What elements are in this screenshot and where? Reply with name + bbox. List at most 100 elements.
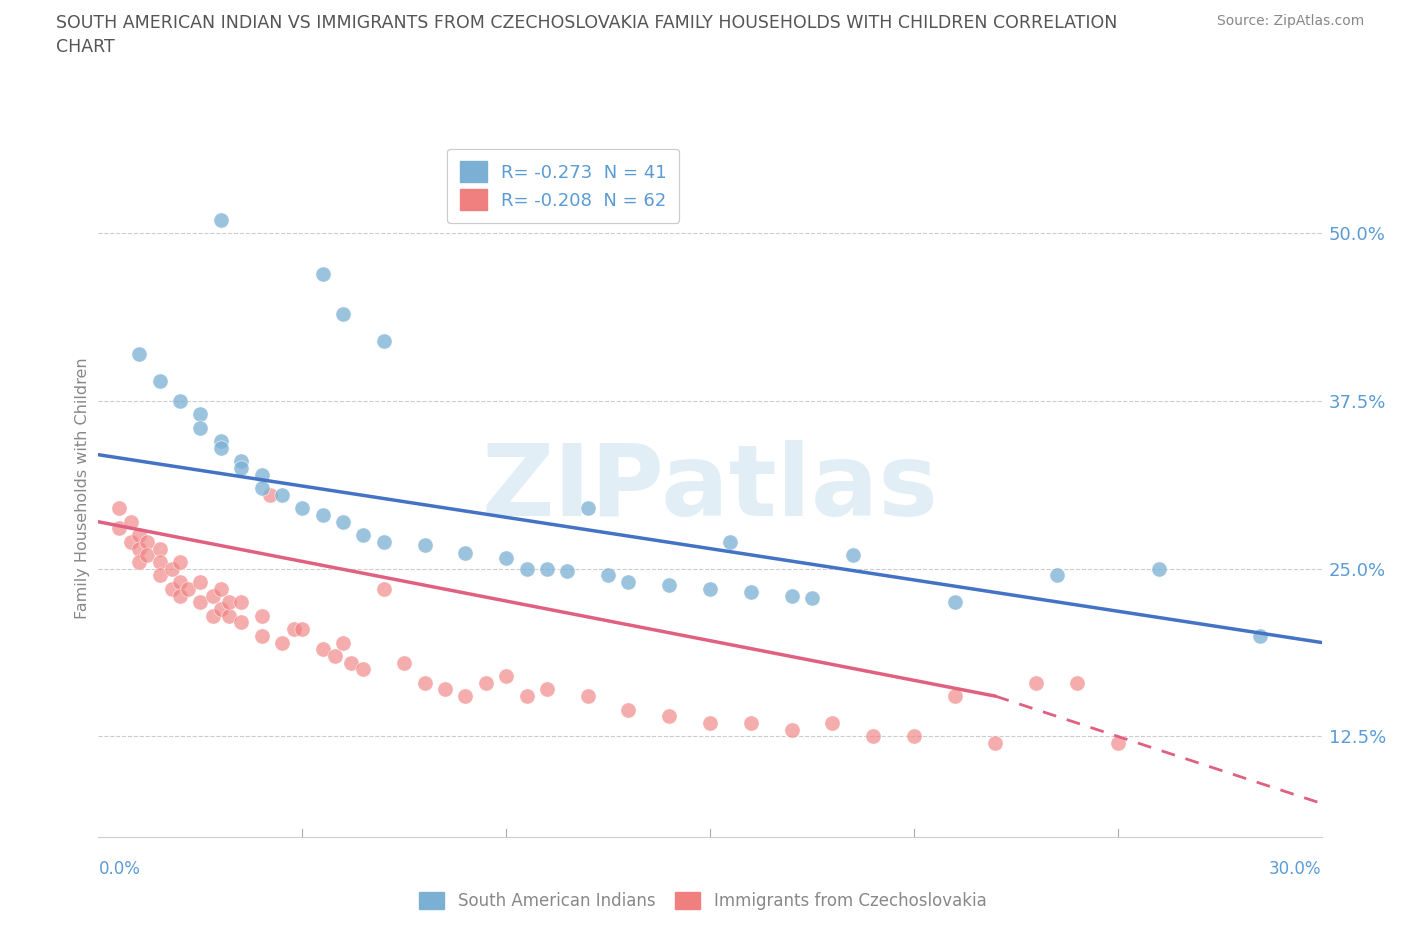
Point	[740, 584, 762, 599]
Point	[392, 655, 416, 670]
Point	[128, 347, 150, 362]
Point	[209, 213, 232, 228]
Point	[149, 541, 172, 556]
Point	[177, 581, 200, 596]
Point	[821, 715, 844, 730]
Point	[1147, 562, 1170, 577]
Text: 30.0%: 30.0%	[1270, 860, 1322, 878]
Point	[108, 501, 131, 516]
Point	[413, 538, 436, 552]
Point	[283, 621, 305, 636]
Legend: R= -0.273  N = 41, R= -0.208  N = 62: R= -0.273 N = 41, R= -0.208 N = 62	[447, 149, 679, 223]
Point	[128, 541, 150, 556]
Text: Source: ZipAtlas.com: Source: ZipAtlas.com	[1216, 14, 1364, 28]
Text: ZIPatlas: ZIPatlas	[482, 440, 938, 537]
Point	[209, 434, 232, 449]
Point	[169, 575, 191, 590]
Point	[169, 393, 191, 408]
Point	[943, 689, 966, 704]
Point	[209, 602, 232, 617]
Point	[536, 562, 558, 577]
Point	[209, 581, 232, 596]
Point	[120, 514, 142, 529]
Point	[658, 578, 681, 592]
Point	[1045, 568, 1069, 583]
Point	[434, 682, 457, 697]
Point	[250, 608, 273, 623]
Point	[516, 562, 538, 577]
Point	[188, 420, 212, 435]
Point	[250, 481, 273, 496]
Point	[576, 689, 599, 704]
Point	[1066, 675, 1088, 690]
Text: 0.0%: 0.0%	[98, 860, 141, 878]
Point	[231, 595, 253, 610]
Point	[841, 548, 863, 563]
Point	[169, 554, 191, 569]
Point	[209, 441, 232, 456]
Point	[617, 575, 640, 590]
Point	[413, 675, 436, 690]
Point	[259, 487, 281, 502]
Point	[128, 527, 150, 542]
Point	[250, 468, 273, 483]
Point	[699, 581, 721, 596]
Point	[323, 648, 346, 663]
Point	[231, 454, 253, 469]
Point	[231, 460, 253, 475]
Point	[169, 588, 191, 603]
Point	[188, 575, 212, 590]
Point	[136, 548, 159, 563]
Point	[291, 501, 314, 516]
Point	[454, 545, 477, 560]
Point	[250, 629, 273, 644]
Point	[373, 581, 395, 596]
Point	[188, 595, 212, 610]
Point	[617, 702, 640, 717]
Point	[495, 669, 517, 684]
Point	[1107, 736, 1129, 751]
Y-axis label: Family Households with Children: Family Households with Children	[75, 357, 90, 619]
Point	[862, 729, 884, 744]
Point	[555, 564, 579, 578]
Point	[495, 551, 517, 565]
Point	[332, 514, 354, 529]
Point	[943, 595, 966, 610]
Point	[108, 521, 131, 536]
Point	[291, 621, 314, 636]
Point	[699, 715, 721, 730]
Point	[218, 595, 240, 610]
Point	[218, 608, 240, 623]
Point	[160, 562, 183, 577]
Point	[740, 715, 762, 730]
Point	[598, 568, 620, 583]
Point	[149, 554, 172, 569]
Point	[984, 736, 1007, 751]
Point	[576, 501, 599, 516]
Point	[312, 642, 335, 657]
Point	[516, 689, 538, 704]
Point	[332, 635, 354, 650]
Point	[903, 729, 925, 744]
Point	[149, 568, 172, 583]
Point	[201, 608, 224, 623]
Point	[120, 535, 142, 550]
Point	[136, 535, 159, 550]
Point	[270, 635, 294, 650]
Point	[474, 675, 498, 690]
Point	[454, 689, 477, 704]
Point	[718, 535, 742, 550]
Legend: South American Indians, Immigrants from Czechoslovakia: South American Indians, Immigrants from …	[413, 885, 993, 917]
Point	[373, 535, 395, 550]
Point	[312, 508, 335, 523]
Point	[332, 307, 354, 322]
Point	[1249, 629, 1271, 644]
Point	[352, 662, 374, 677]
Point	[373, 333, 395, 348]
Point	[128, 554, 150, 569]
Point	[149, 374, 172, 389]
Point	[231, 615, 253, 630]
Point	[201, 588, 224, 603]
Point	[1025, 675, 1047, 690]
Point	[340, 655, 363, 670]
